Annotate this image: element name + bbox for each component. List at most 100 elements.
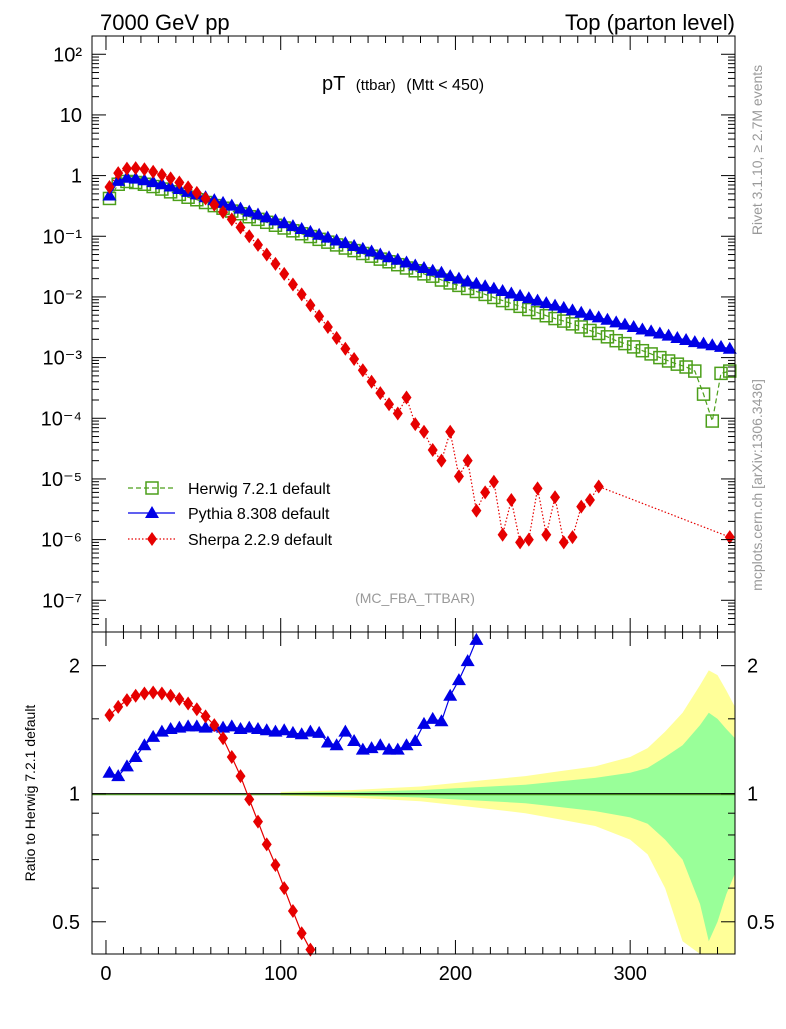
- legend-marker-sherpa: [147, 532, 157, 546]
- ratio-y-tick-label-right: 2: [747, 656, 758, 678]
- legend: Herwig 7.2.1 default Pythia 8.308 defaul…: [128, 481, 333, 549]
- main-point-herwig: [714, 366, 728, 381]
- main-point-herwig: [723, 364, 737, 378]
- main-point-pythia: [495, 284, 510, 297]
- main-point-sherpa: [349, 351, 360, 366]
- main-point-sherpa: [287, 277, 298, 292]
- main-point-pythia: [434, 265, 449, 278]
- main-plot-axes: 10⁻⁷ 10⁻⁶ 10⁻⁵ 10⁻⁴ 10⁻³ 10⁻² 10⁻¹ 1 10 10²: [41, 35, 735, 633]
- ratio-point-pythia: [408, 734, 423, 747]
- main-point-pythia: [259, 210, 274, 223]
- main-point-pythia: [137, 173, 152, 186]
- ratio-point-pythia: [102, 765, 117, 778]
- main-point-sherpa: [261, 247, 272, 262]
- main-point-pythia: [679, 333, 694, 346]
- main-point-sherpa: [235, 220, 246, 235]
- ratio-point-sherpa: [165, 688, 176, 703]
- main-point-sherpa: [375, 386, 386, 401]
- ratio-x-tick-label: 100: [264, 963, 297, 985]
- main-point-pythia: [451, 271, 466, 284]
- ratio-point-pythia: [189, 719, 204, 732]
- main-point-sherpa: [576, 499, 587, 514]
- main-point-sherpa: [593, 479, 604, 494]
- ratio-point-sherpa: [252, 814, 263, 829]
- main-point-herwig: [609, 333, 623, 348]
- main-point-sherpa: [165, 171, 176, 186]
- main-y-tick-label: 10⁻³: [43, 348, 83, 370]
- ratio-y-axis-label: Ratio to Herwig 7.2.1 default: [22, 705, 38, 882]
- ratio-point-pythia: [347, 734, 362, 747]
- main-point-herwig: [705, 414, 720, 428]
- main-plot-data: [102, 161, 737, 550]
- main-point-pythia: [661, 328, 676, 341]
- main-y-tick-label: 10⁻²: [43, 287, 83, 309]
- ratio-point-pythia: [137, 738, 152, 751]
- ratio-point-sherpa: [104, 708, 115, 723]
- main-point-herwig: [548, 311, 562, 326]
- ratio-point-sherpa: [244, 792, 255, 807]
- ratio-point-pythia: [128, 749, 143, 762]
- main-point-herwig: [565, 317, 580, 331]
- main-point-sherpa: [410, 417, 421, 432]
- legend-entry-sherpa: Sherpa 2.2.9 default: [128, 532, 333, 549]
- ratio-plot-data: [92, 632, 735, 957]
- ratio-point-sherpa: [226, 749, 237, 764]
- ratio-point-sherpa: [156, 686, 167, 701]
- plot-title: pT (ttbar) (Mtt < 450): [322, 73, 484, 95]
- main-y-tick-label: 10⁻⁴: [41, 408, 82, 430]
- main-point-pythia: [355, 241, 370, 254]
- main-point-pythia: [399, 255, 414, 268]
- ratio-point-pythia: [390, 742, 405, 755]
- main-point-herwig: [688, 364, 702, 378]
- ratio-point-pythia: [373, 738, 388, 751]
- main-point-sherpa: [148, 164, 159, 179]
- main-point-pythia: [233, 201, 248, 214]
- main-point-sherpa: [244, 229, 255, 244]
- ratio-point-sherpa: [174, 691, 185, 706]
- main-point-pythia: [478, 279, 493, 292]
- main-point-herwig: [539, 308, 554, 323]
- main-point-sherpa: [322, 319, 333, 334]
- ratio-point-sherpa: [270, 857, 281, 872]
- legend-entry-pythia: Pythia 8.308 default: [128, 506, 330, 523]
- main-point-pythia: [408, 258, 423, 271]
- ratio-point-sherpa: [218, 731, 229, 746]
- main-y-tick-label: 10⁻⁶: [41, 530, 82, 552]
- main-point-sherpa: [270, 256, 281, 271]
- ratio-point-pythia: [443, 688, 458, 701]
- ratio-y-tick-label: 1: [69, 784, 80, 806]
- main-series-line-sherpa: [108, 167, 731, 544]
- main-point-sherpa: [584, 492, 595, 507]
- main-point-pythia: [469, 276, 484, 289]
- ratio-point-sherpa: [191, 702, 202, 717]
- ratio-y-tick-label-right: 1: [747, 784, 758, 806]
- rivet-version-label: Rivet 3.1.10, ≥ 2.7M events: [749, 65, 765, 235]
- main-point-pythia: [163, 179, 178, 192]
- main-point-pythia: [216, 195, 231, 208]
- main-point-sherpa: [104, 179, 115, 194]
- main-point-pythia: [556, 300, 571, 313]
- ratio-point-sherpa: [183, 696, 194, 711]
- ratio-point-sherpa: [279, 881, 290, 896]
- ratio-point-sherpa: [139, 686, 150, 701]
- main-point-pythia: [722, 341, 737, 354]
- main-point-pythia: [539, 296, 554, 309]
- legend-label-sherpa: Sherpa 2.2.9 default: [188, 532, 333, 549]
- main-point-pythia: [460, 274, 475, 287]
- main-point-sherpa: [340, 341, 351, 356]
- main-point-sherpa: [384, 397, 395, 412]
- main-point-herwig: [574, 320, 588, 334]
- main-point-sherpa: [305, 298, 316, 313]
- main-point-pythia: [338, 236, 353, 249]
- main-point-pythia: [626, 319, 641, 332]
- mcplots-label: mcplots.cern.ch [arXiv:1306.3436]: [749, 379, 765, 591]
- main-point-pythia: [364, 244, 379, 257]
- plot-title-sub: (ttbar): [356, 77, 396, 94]
- main-point-sherpa: [523, 532, 534, 547]
- main-point-pythia: [635, 322, 650, 335]
- legend-marker-herwig: [145, 481, 159, 495]
- main-point-pythia: [696, 336, 711, 349]
- main-y-tick-label: 10: [60, 105, 82, 127]
- main-point-pythia: [486, 281, 501, 294]
- ratio-point-pythia: [259, 723, 274, 736]
